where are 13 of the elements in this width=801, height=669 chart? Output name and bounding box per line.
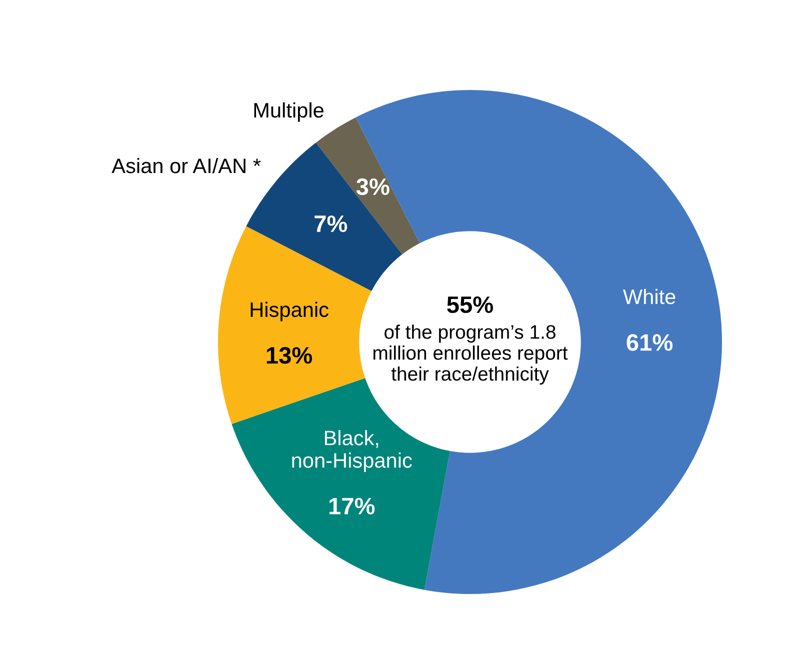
slice-label: Multiple — [254, 102, 324, 122]
data-label: 17% — [329, 498, 375, 514]
slice-label: Asian or AI/AN * — [112, 158, 261, 174]
data-label: 3% — [356, 178, 390, 196]
data-label: 13% — [266, 347, 312, 364]
text: of the program’s 1.8 million enrollees report their race/ethnicity — [373, 324, 568, 385]
data-label: 61% — [626, 334, 673, 351]
slice-label: Black, non-Hispanic — [292, 430, 412, 472]
text: 55% — [447, 296, 494, 314]
slice-label: Hispanic — [250, 302, 328, 322]
data-label: 7% — [314, 215, 348, 232]
slice-label: White — [623, 288, 676, 304]
donut-slice — [246, 142, 402, 292]
